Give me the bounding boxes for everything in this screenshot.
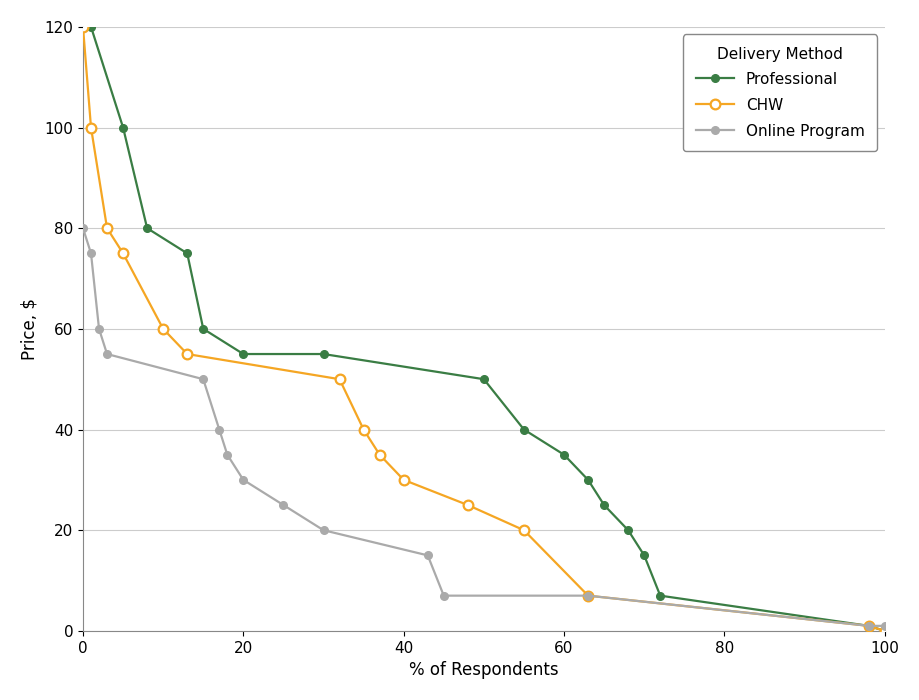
Professional [582,476,593,484]
Online Program [77,224,88,232]
Professional [862,622,873,630]
Professional [118,123,129,132]
Online Program [422,551,433,559]
Professional [198,325,209,333]
Online Program [582,592,593,600]
CHW [398,476,409,484]
CHW [118,249,129,258]
CHW [85,123,96,132]
Online Program [101,350,112,358]
Professional [318,350,329,358]
Online Program [318,526,329,534]
Online Program [221,451,233,459]
CHW [101,224,112,232]
CHW [862,622,873,630]
CHW [181,350,192,358]
Online Program [213,426,224,434]
X-axis label: % of Respondents: % of Respondents [409,662,558,679]
Professional [181,249,192,258]
Y-axis label: Price, $: Price, $ [21,298,39,360]
CHW [518,526,529,534]
Online Program [85,249,96,258]
Professional [237,350,248,358]
Line: Professional: Professional [79,23,888,635]
Professional [654,592,665,600]
Professional [77,22,88,31]
Professional [142,224,153,232]
Online Program [237,476,248,484]
Professional [638,551,649,559]
Online Program [862,622,873,630]
Online Program [94,325,105,333]
CHW [879,626,890,635]
CHW [357,426,369,434]
Online Program [278,500,289,509]
Professional [518,426,529,434]
Professional [478,375,489,384]
CHW [77,22,88,31]
Online Program [198,375,209,384]
Professional [558,451,569,459]
Line: Online Program: Online Program [79,225,888,630]
Professional [85,22,96,31]
CHW [462,500,473,509]
Online Program [437,592,448,600]
Legend: Professional, CHW, Online Program: Professional, CHW, Online Program [683,34,876,151]
CHW [374,451,385,459]
CHW [582,592,593,600]
Online Program [879,622,890,630]
Professional [622,526,633,534]
Professional [598,500,609,509]
CHW [157,325,168,333]
Professional [879,626,890,635]
Line: CHW: CHW [78,22,889,636]
CHW [334,375,345,384]
